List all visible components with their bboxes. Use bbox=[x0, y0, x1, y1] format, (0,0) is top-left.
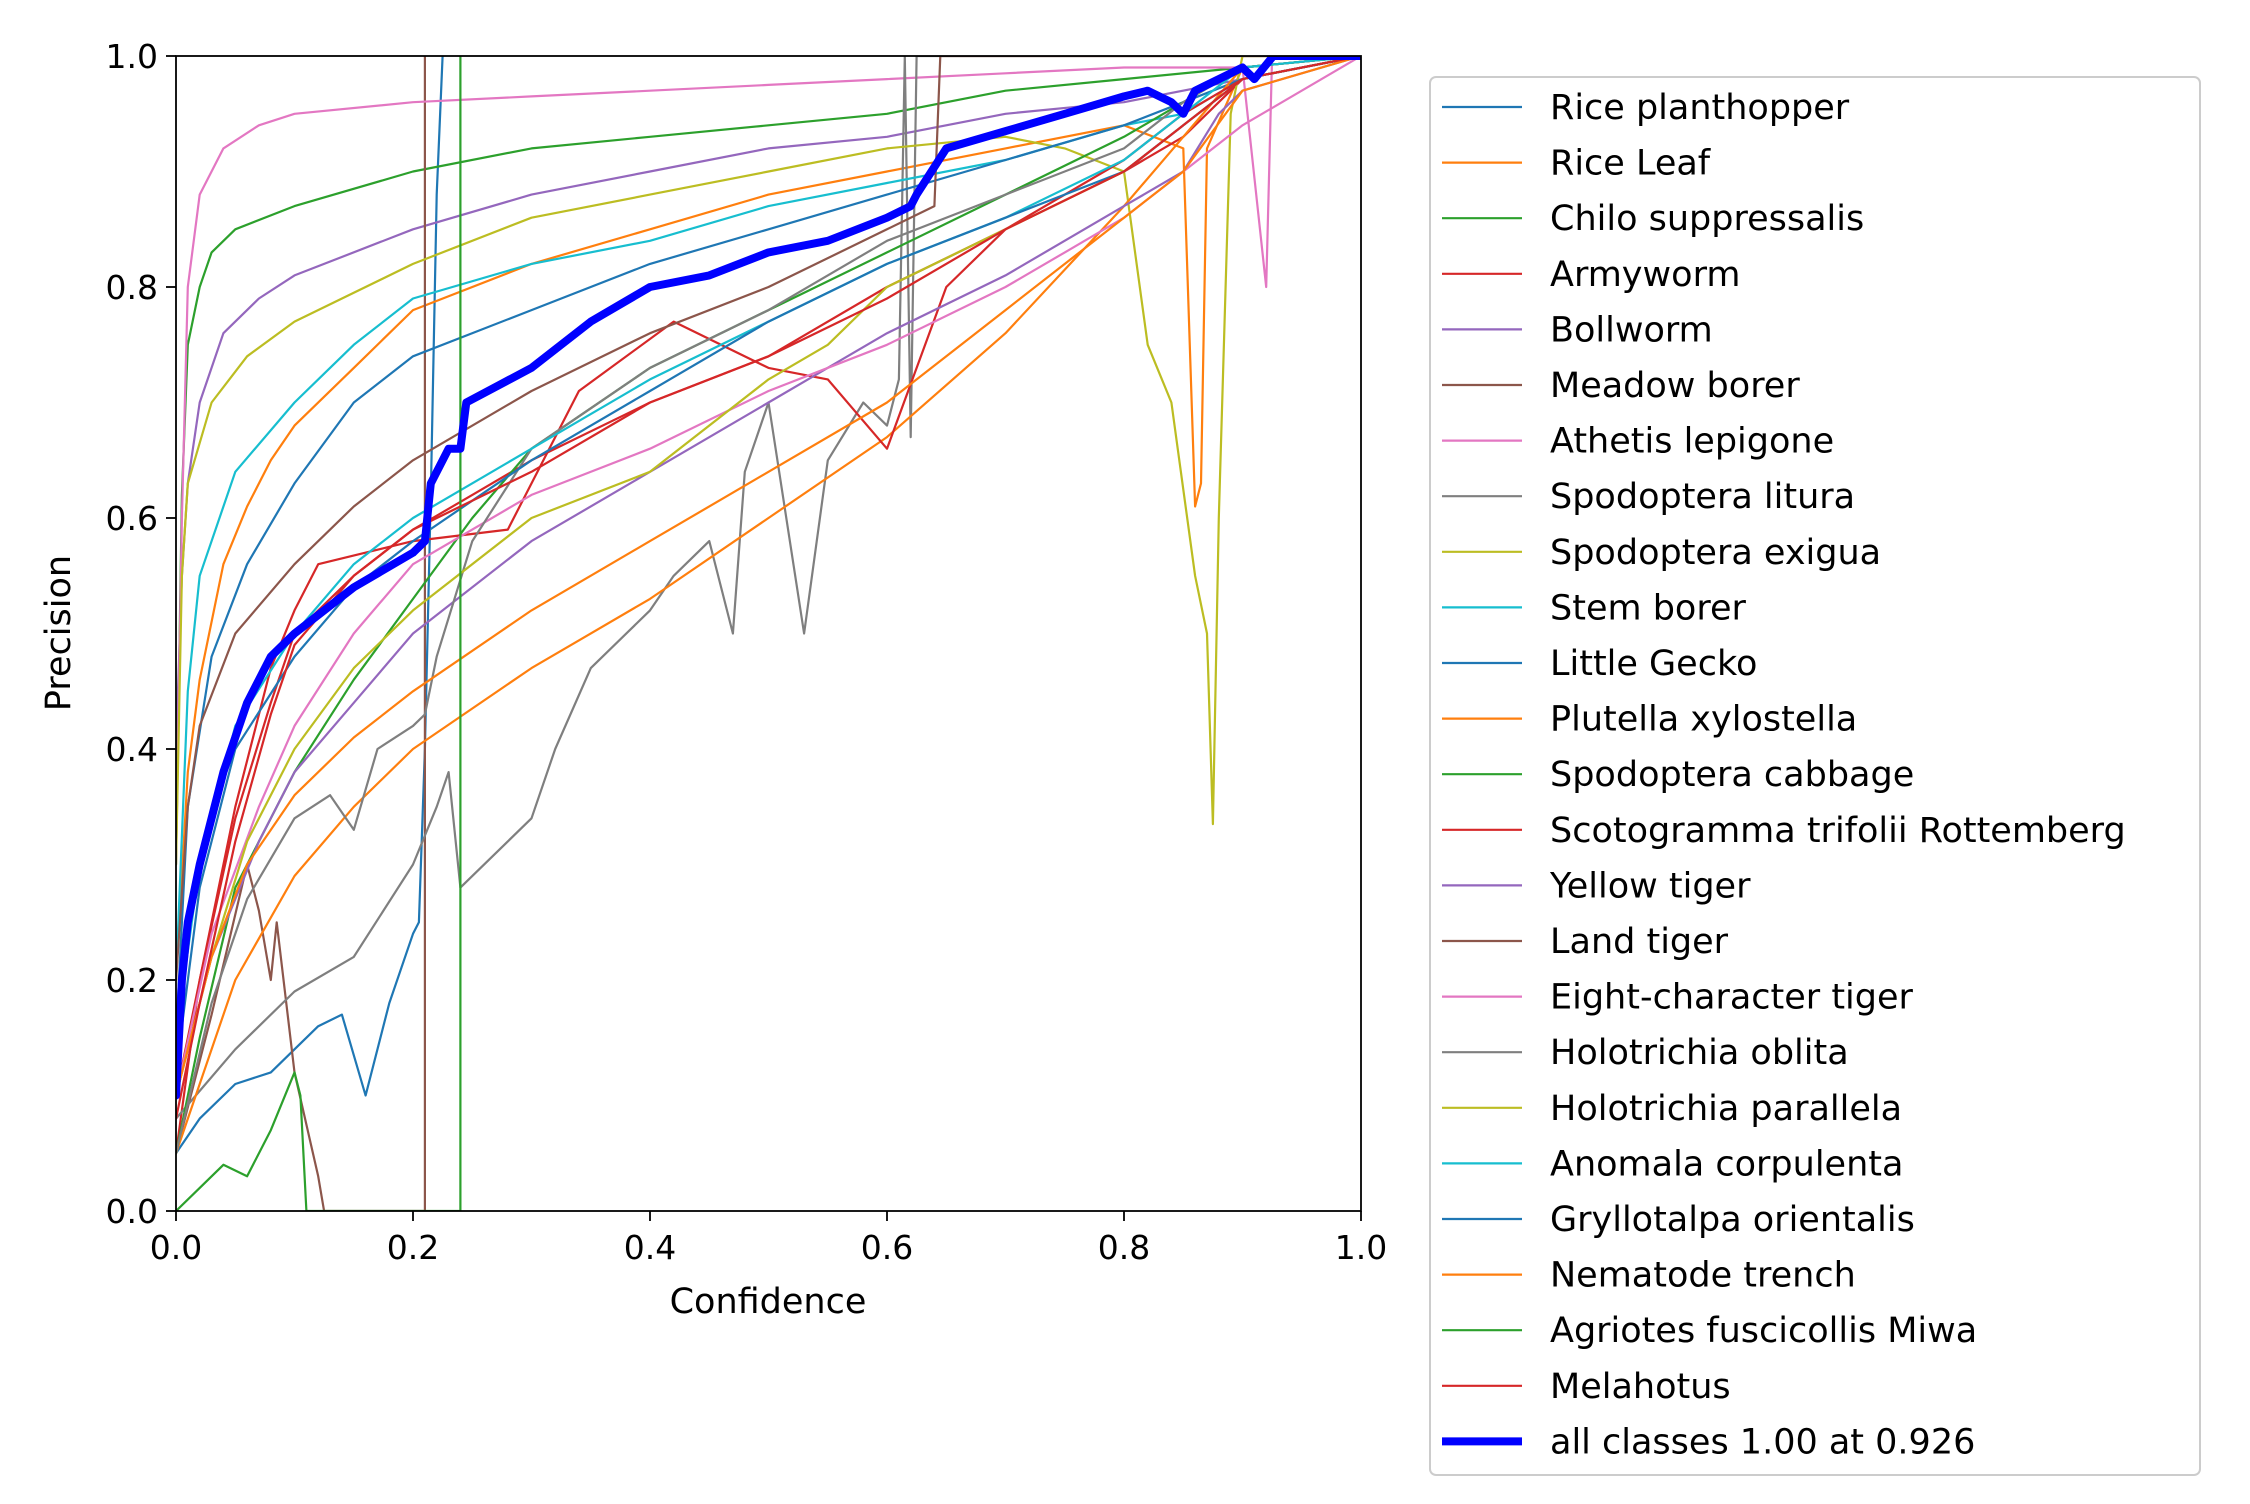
y-tick-label: 0.8 bbox=[106, 268, 158, 307]
legend-label: Rice Leaf bbox=[1550, 144, 1711, 184]
x-tick-label: 0.6 bbox=[861, 1228, 913, 1267]
legend-label: Chilo suppressalis bbox=[1550, 199, 1864, 239]
y-tick-label: 0.4 bbox=[106, 730, 158, 769]
legend-label: Anomala corpulenta bbox=[1550, 1144, 1903, 1184]
legend-label: Scotogramma trifolii Rottemberg bbox=[1550, 811, 2126, 851]
series-line-4 bbox=[176, 56, 1361, 751]
series-line-8 bbox=[176, 56, 1361, 866]
series-line-1 bbox=[176, 56, 1361, 982]
legend-label: all classes 1.00 at 0.926 bbox=[1550, 1422, 1975, 1462]
x-tick-label: 0.4 bbox=[624, 1228, 676, 1267]
y-tick-label: 0.6 bbox=[106, 499, 158, 538]
legend-label: Stem borer bbox=[1550, 588, 1746, 628]
legend-label: Holotrichia oblita bbox=[1550, 1033, 1849, 1073]
y-axis-label: Precision bbox=[39, 555, 79, 711]
legend-label: Armyworm bbox=[1550, 255, 1740, 295]
legend-label: Little Gecko bbox=[1550, 644, 1757, 684]
legend-box bbox=[1429, 76, 2201, 1476]
legend-label: Athetis lepigone bbox=[1550, 422, 1834, 462]
y-tick-label: 0.0 bbox=[106, 1192, 158, 1231]
y-tick-label: 1.0 bbox=[106, 37, 158, 76]
legend-label: Spodoptera exigua bbox=[1550, 533, 1881, 573]
legend-label: Eight-character tiger bbox=[1550, 978, 1914, 1018]
legend-label: Rice planthopper bbox=[1550, 88, 1850, 128]
series-line-22 bbox=[176, 56, 462, 1211]
series-line-7 bbox=[176, 56, 1361, 1120]
x-tick-label: 1.0 bbox=[1335, 1228, 1387, 1267]
legend-label: Holotrichia parallela bbox=[1550, 1089, 1902, 1129]
series-line-15 bbox=[176, 56, 1361, 982]
series-layer bbox=[176, 56, 1361, 1211]
y-axis: 0.0 0.2 0.4 0.6 0.8 1.0 bbox=[106, 37, 176, 1231]
x-axis: 0.0 0.2 0.4 0.6 0.8 1.0 bbox=[150, 1211, 1387, 1267]
legend-label: Yellow tiger bbox=[1549, 866, 1751, 906]
legend-label: Plutella xylostella bbox=[1550, 700, 1857, 740]
series-line-0 bbox=[176, 56, 444, 1155]
x-tick-label: 0.8 bbox=[1098, 1228, 1150, 1267]
x-axis-label: Confidence bbox=[670, 1282, 867, 1322]
series-line-10 bbox=[176, 56, 1361, 1039]
legend-label: Bollworm bbox=[1550, 310, 1713, 350]
series-line-17 bbox=[176, 56, 1361, 1155]
legend-label: Agriotes fuscicollis Miwa bbox=[1550, 1311, 1977, 1351]
legend-label: Spodoptera litura bbox=[1550, 477, 1855, 517]
x-tick-label: 0.0 bbox=[150, 1228, 202, 1267]
series-line-14 bbox=[176, 56, 1361, 1097]
series-line-24 bbox=[176, 56, 1361, 1100]
series-line-21 bbox=[176, 56, 1361, 1097]
legend-label: Meadow borer bbox=[1550, 366, 1800, 406]
legend-label: Spodoptera cabbage bbox=[1550, 755, 1914, 795]
series-line-5 bbox=[176, 56, 426, 1211]
x-tick-label: 0.2 bbox=[387, 1228, 439, 1267]
legend-label: Melahotus bbox=[1550, 1367, 1731, 1407]
legend: Rice planthopper Rice Leaf Chilo suppressa… bbox=[1429, 76, 2201, 1476]
legend-label: Gryllotalpa orientalis bbox=[1550, 1200, 1915, 1240]
legend-label: Land tiger bbox=[1550, 922, 1729, 962]
legend-label: Nematode trench bbox=[1550, 1256, 1856, 1296]
y-tick-label: 0.2 bbox=[106, 961, 158, 1000]
plot-frame bbox=[175, 55, 1362, 1212]
series-line-2 bbox=[176, 56, 1361, 866]
series-line-11 bbox=[176, 56, 1361, 1155]
series-line-6 bbox=[176, 56, 1361, 866]
series-line-23 bbox=[176, 56, 1361, 1120]
